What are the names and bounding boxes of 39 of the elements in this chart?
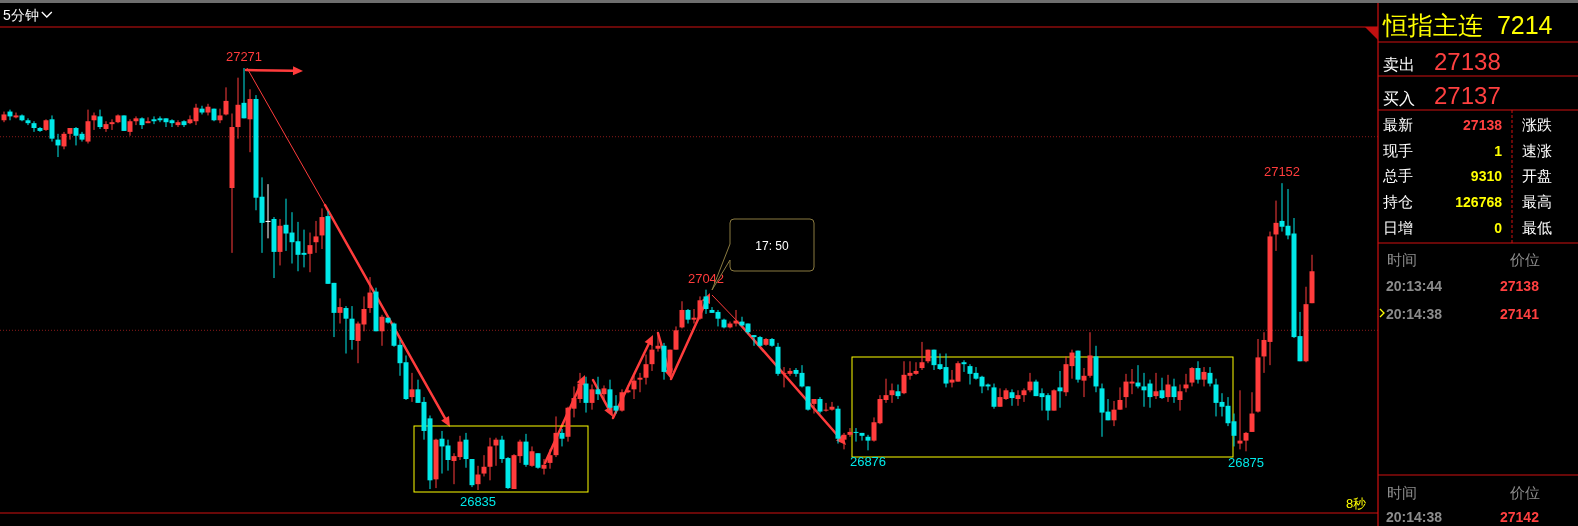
text: 开盘 [1522, 167, 1552, 184]
text: 20:14:38 [1386, 509, 1443, 525]
text: 最新 [1383, 116, 1413, 133]
text: 1 [1494, 143, 1503, 159]
text: 8秒 [1346, 496, 1367, 511]
text: 时间 [1387, 484, 1417, 501]
text: 价位 [1509, 484, 1540, 501]
text: 126768 [1455, 194, 1503, 210]
text: 时间 [1387, 251, 1417, 268]
text: 27141 [1500, 306, 1540, 322]
text: 0 [1494, 220, 1503, 236]
annotation: 26835 [459, 494, 497, 509]
text: 27138 [1500, 278, 1540, 294]
text: 9310 [1470, 168, 1503, 184]
annotation: 27042 [687, 270, 725, 286]
text: 27138 [1434, 48, 1501, 75]
text: 27137 [1434, 82, 1501, 109]
text: 27138 [1463, 117, 1503, 133]
text: 现手 [1383, 142, 1413, 159]
text: 卖出 [1383, 56, 1415, 73]
text: 持仓 [1383, 193, 1413, 210]
annotation: 27271 [225, 49, 263, 64]
text: 20:14:38 [1386, 306, 1443, 322]
annotation: 17: 50 [755, 239, 789, 253]
text: 速涨 [1522, 142, 1552, 159]
text: 最低 [1522, 219, 1552, 236]
annotation: 26876 [849, 454, 887, 470]
text: 涨跌 [1522, 116, 1552, 133]
annotation: 27152 [1263, 164, 1301, 180]
text: 日增 [1383, 219, 1413, 236]
text: 总手 [1382, 167, 1413, 184]
text: 价位 [1509, 251, 1540, 268]
text: 买入 [1383, 90, 1415, 107]
text: 恒指主连 7214 [1382, 11, 1553, 39]
chart-title: 5分钟 [3, 7, 39, 23]
text: 最高 [1522, 193, 1552, 210]
text: 20:13:44 [1386, 278, 1443, 294]
annotation: 26875 [1227, 455, 1265, 471]
text: 27142 [1500, 509, 1540, 525]
